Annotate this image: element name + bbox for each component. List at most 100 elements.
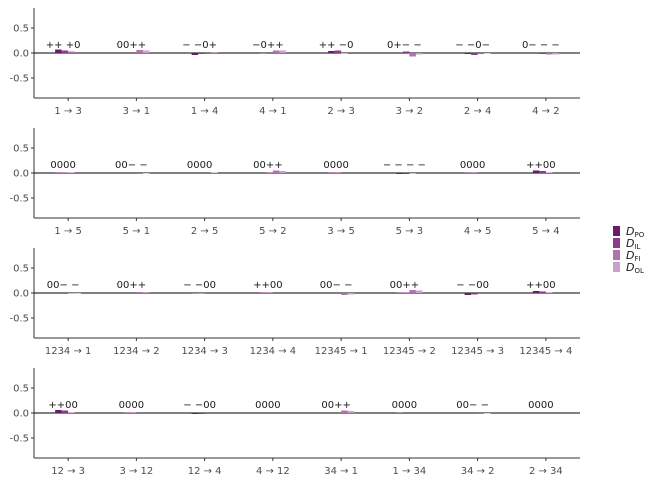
bar-po bbox=[260, 293, 267, 294]
y-tick-label: 0.5 bbox=[13, 384, 29, 395]
bar-ol bbox=[143, 292, 150, 293]
bar-il bbox=[335, 173, 342, 174]
x-tick-label: 4 → 12 bbox=[256, 466, 290, 477]
x-tick-label: 1234 → 1 bbox=[45, 346, 92, 357]
bar-il bbox=[471, 173, 478, 174]
sign-label: 0000 bbox=[323, 160, 348, 171]
bar-fi bbox=[546, 53, 553, 55]
bar-il bbox=[62, 173, 69, 174]
bar-il bbox=[266, 293, 273, 294]
legend-label-ol: DOL bbox=[626, 261, 644, 275]
bar-fi bbox=[136, 173, 143, 174]
bar-fi bbox=[546, 293, 553, 294]
bar-po bbox=[396, 173, 403, 174]
bar-fi bbox=[546, 173, 553, 174]
y-tick-label: 0.0 bbox=[13, 289, 29, 300]
bar-fi bbox=[478, 413, 485, 414]
bar-fi bbox=[341, 53, 348, 54]
sign-label: −0++ bbox=[252, 40, 284, 51]
bar-po bbox=[328, 51, 335, 53]
sign-label: 0000 bbox=[528, 400, 553, 411]
sign-label: − −00 bbox=[183, 280, 216, 291]
panel-1: 0.50.0-0.51 → 3++ +03 → 100++1 → 4− −0+4… bbox=[9, 8, 580, 117]
bar-il bbox=[403, 293, 410, 294]
x-tick-label: 2 → 34 bbox=[529, 466, 563, 477]
bar-fi bbox=[136, 292, 143, 293]
x-tick-label: 4 → 2 bbox=[532, 106, 559, 117]
sign-label: 00− − bbox=[456, 400, 489, 411]
bar-fi bbox=[68, 413, 75, 414]
y-tick-label: 0.0 bbox=[13, 49, 29, 60]
legend-swatch-il bbox=[613, 238, 620, 248]
bar-il bbox=[403, 173, 410, 174]
sign-label: 0+− − bbox=[387, 40, 422, 51]
bar-il bbox=[539, 292, 546, 294]
bar-ol bbox=[279, 171, 286, 173]
x-tick-label: 12345 → 2 bbox=[383, 346, 436, 357]
y-tick-label: -0.5 bbox=[9, 434, 29, 445]
x-tick-label: 12 → 4 bbox=[188, 466, 222, 477]
bar-il bbox=[539, 53, 546, 54]
bar-il bbox=[198, 53, 205, 54]
bar-fi bbox=[409, 173, 416, 174]
sign-label: 0000 bbox=[460, 160, 485, 171]
bar-il bbox=[403, 52, 410, 54]
x-tick-label: 5 → 3 bbox=[396, 226, 423, 237]
x-tick-label: 2 → 5 bbox=[191, 226, 218, 237]
x-tick-label: 1 → 5 bbox=[54, 226, 81, 237]
legend-swatch-po bbox=[613, 226, 620, 236]
x-tick-label: 5 → 1 bbox=[123, 226, 150, 237]
bar-il bbox=[266, 173, 273, 174]
bar-po bbox=[396, 293, 403, 294]
x-tick-label: 34 → 1 bbox=[324, 466, 358, 477]
bar-ol bbox=[552, 53, 559, 55]
bar-ol bbox=[75, 293, 82, 294]
y-tick-label: 0.0 bbox=[13, 169, 29, 180]
x-tick-label: 3 → 1 bbox=[123, 106, 150, 117]
sign-label: ++00 bbox=[253, 280, 282, 291]
bar-ol bbox=[211, 52, 218, 53]
sign-label: 00++ bbox=[253, 160, 282, 171]
x-tick-label: 1 → 4 bbox=[191, 106, 218, 117]
bar-po bbox=[396, 413, 403, 414]
x-tick-label: 34 → 2 bbox=[461, 466, 495, 477]
x-tick-label: 12345 → 1 bbox=[315, 346, 368, 357]
sign-label: ++00 bbox=[526, 160, 555, 171]
bar-il bbox=[471, 293, 478, 295]
x-tick-label: 5 → 4 bbox=[532, 226, 559, 237]
y-tick-label: 0.5 bbox=[13, 144, 29, 155]
bar-ol bbox=[484, 53, 491, 54]
bar-fi bbox=[409, 53, 416, 57]
sign-label: ++ −0 bbox=[319, 40, 354, 51]
sign-label: ++ +0 bbox=[46, 40, 81, 51]
y-tick-label: -0.5 bbox=[9, 194, 29, 205]
sign-label: − −0+ bbox=[182, 40, 217, 51]
bar-il bbox=[198, 413, 205, 414]
bar-po bbox=[192, 413, 199, 414]
sign-label: 00++ bbox=[390, 280, 419, 291]
bar-ol bbox=[484, 413, 491, 414]
x-tick-label: 1234 → 3 bbox=[181, 346, 228, 357]
sign-label: 00− − bbox=[320, 280, 353, 291]
bar-po bbox=[55, 173, 62, 174]
bar-fi bbox=[341, 293, 348, 295]
y-tick-label: 0.5 bbox=[13, 264, 29, 275]
bar-po bbox=[192, 293, 199, 294]
x-tick-label: 1 → 3 bbox=[54, 106, 81, 117]
x-tick-label: 3 → 2 bbox=[396, 106, 423, 117]
sign-label: 0000 bbox=[119, 400, 144, 411]
bar-ol bbox=[348, 411, 355, 413]
bar-po bbox=[465, 293, 472, 295]
sign-label: 0000 bbox=[187, 160, 212, 171]
bar-fi bbox=[68, 293, 75, 294]
sign-label: 0− − − bbox=[522, 40, 560, 51]
bar-ol bbox=[211, 173, 218, 174]
bar-po bbox=[533, 291, 540, 293]
legend-swatch-ol bbox=[613, 262, 620, 272]
bar-il bbox=[198, 293, 205, 294]
